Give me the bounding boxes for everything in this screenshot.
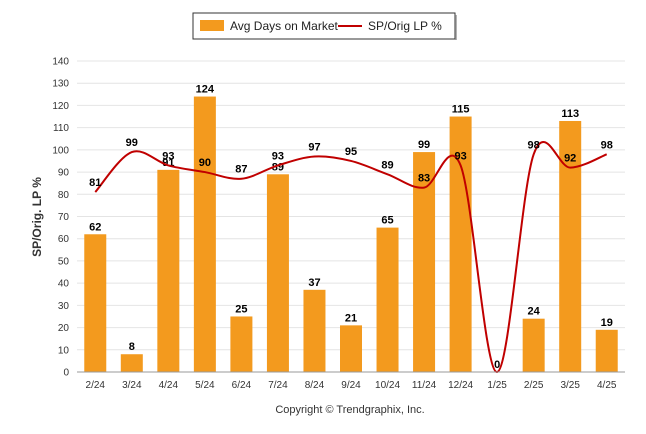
legend-line-label: SP/Orig LP %	[368, 19, 442, 33]
bar-value-label: 24	[528, 306, 541, 318]
y-tick-label: 70	[58, 212, 70, 223]
x-tick-label: 4/25	[597, 380, 617, 391]
x-tick-label: 11/24	[412, 380, 437, 391]
y-tick-label: 140	[52, 57, 69, 68]
bar[interactable]	[522, 318, 545, 372]
line-value-label: 90	[199, 157, 211, 169]
y-tick-label: 30	[58, 301, 70, 312]
bar[interactable]	[559, 120, 582, 372]
line-value-label: 93	[272, 150, 284, 162]
bar-value-label: 113	[561, 108, 579, 120]
bar-value-label: 99	[418, 139, 430, 151]
x-tick-label: 8/24	[305, 380, 325, 391]
y-tick-label: 120	[52, 101, 69, 112]
bar[interactable]	[340, 325, 362, 372]
bar-value-label: 25	[235, 303, 247, 315]
bar-value-label: 0	[494, 359, 500, 371]
x-tick-label: 2/25	[524, 380, 544, 391]
x-tick-label: 6/24	[232, 380, 252, 391]
y-tick-label: 80	[58, 190, 70, 201]
line-labels: 81 99 93 90 87 93 97 95 89 83 93 98 92 98	[89, 137, 613, 189]
y-tick-label: 0	[63, 368, 69, 379]
y-tick-label: 60	[58, 234, 70, 245]
line-value-label: 83	[418, 173, 430, 185]
bar[interactable]	[120, 354, 143, 372]
bar[interactable]	[376, 227, 399, 372]
x-tick-label: 3/25	[560, 380, 580, 391]
line-value-label: 93	[162, 150, 174, 162]
y-tick-label: 110	[53, 123, 69, 134]
x-tick-label: 3/24	[122, 380, 142, 391]
bar[interactable]	[157, 169, 180, 372]
bar[interactable]	[449, 116, 472, 373]
line-value-label: 98	[601, 139, 613, 151]
line-value-label: 89	[381, 159, 393, 171]
line-value-label: 98	[528, 139, 540, 151]
bars	[84, 96, 618, 373]
x-axis-ticks: 2/24 3/24 4/24 5/24 6/24 7/24 8/24 9/24 10/24 11/…	[86, 380, 617, 391]
legend[interactable]: Avg Days on Market SP/Orig LP %	[192, 12, 457, 40]
line-value-label: 93	[454, 150, 466, 162]
y-axis-title: SP/Orig. LP %	[30, 177, 44, 257]
legend-bar-swatch	[200, 20, 224, 31]
bar[interactable]	[595, 329, 618, 372]
x-tick-label: 5/24	[195, 380, 215, 391]
bar[interactable]	[84, 234, 107, 372]
legend-bar-label: Avg Days on Market	[230, 19, 338, 33]
bar[interactable]	[193, 96, 216, 373]
line-value-label: 87	[235, 164, 247, 176]
y-tick-label: 90	[58, 168, 70, 179]
bar-value-label: 21	[345, 312, 357, 324]
line-value-label: 97	[308, 142, 320, 154]
x-tick-label: 12/24	[448, 380, 473, 391]
y-tick-label: 20	[58, 323, 70, 334]
bar[interactable]	[266, 174, 289, 372]
x-tick-label: 9/24	[341, 380, 361, 391]
line-value-label: 99	[126, 137, 138, 149]
bar-value-label: 65	[381, 215, 393, 227]
bar-value-label: 115	[452, 104, 470, 116]
bar[interactable]	[413, 152, 436, 372]
series-line-sp-orig-lp	[94, 141, 608, 374]
bar[interactable]	[303, 289, 326, 372]
line-value-label: 92	[564, 153, 576, 165]
line-value-label: 81	[89, 177, 101, 189]
y-tick-label: 100	[52, 145, 69, 156]
line-value-label: 95	[345, 146, 357, 158]
bar-value-label: 37	[308, 277, 320, 289]
x-tick-label: 4/24	[159, 380, 179, 391]
copyright: Copyright © Trendgraphix, Inc.	[275, 404, 424, 416]
y-tick-label: 50	[58, 256, 70, 267]
y-tick-label: 40	[58, 279, 70, 290]
x-tick-label: 1/25	[487, 380, 507, 391]
legend-box	[192, 12, 456, 40]
y-tick-label: 130	[52, 79, 69, 90]
bar-value-label: 124	[196, 84, 215, 96]
y-tick-label: 10	[58, 345, 70, 356]
x-tick-label: 10/24	[375, 380, 400, 391]
y-axis-ticks: 0 10 20 30 40 50 60 70 80 90 100 110 120 130 140	[52, 57, 69, 379]
bar-value-label: 8	[129, 341, 135, 353]
x-tick-label: 2/24	[86, 380, 106, 391]
x-tick-label: 7/24	[268, 380, 288, 391]
bar-value-label: 62	[89, 221, 101, 233]
bar-value-label: 19	[601, 317, 613, 329]
bar[interactable]	[230, 316, 253, 372]
